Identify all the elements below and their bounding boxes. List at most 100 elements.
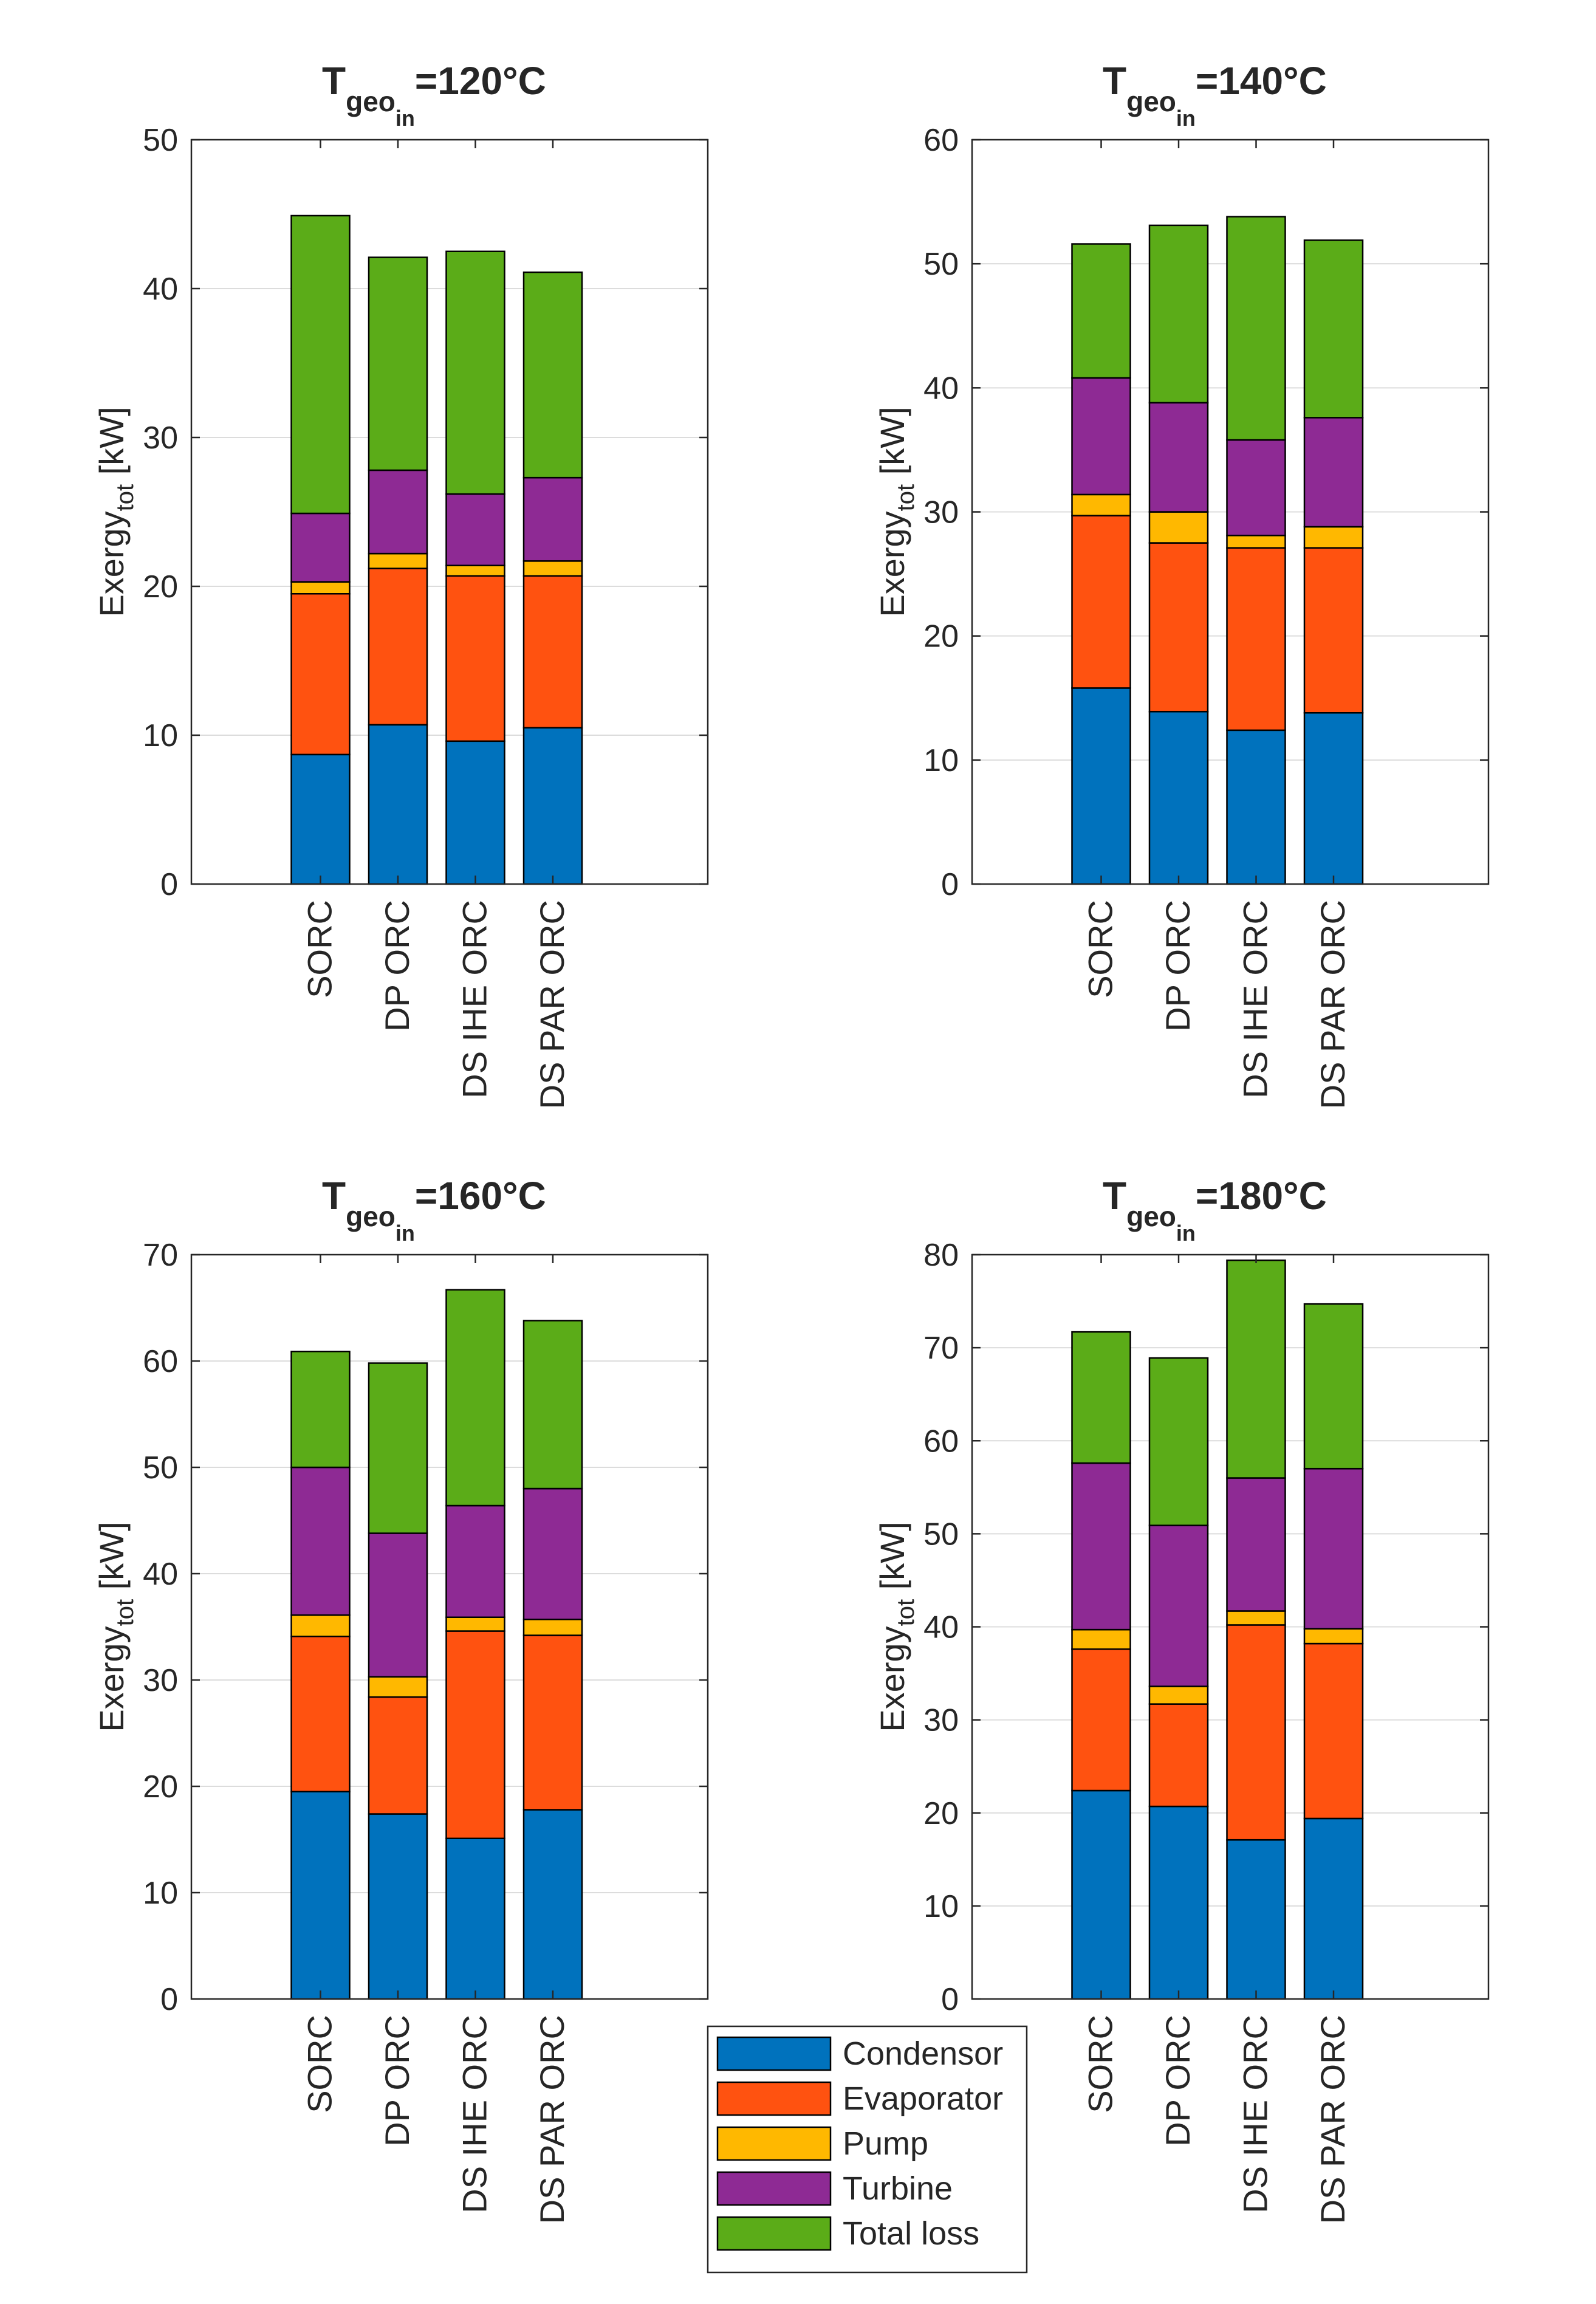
y-tick-label: 0 (160, 867, 178, 902)
bar-segment: Pump: 1.7 (1303, 526, 1364, 549)
y-tick-label: 30 (143, 420, 178, 456)
bar-segment: Total loss: 23.4 (1226, 1259, 1286, 1479)
x-tick-label: DP ORC (1159, 2015, 1197, 2147)
chart-title: Tgeoin=140°C (1103, 59, 1327, 131)
bar-segment: Total loss: 10.8 (1071, 243, 1131, 379)
y-tick-label: 20 (143, 1769, 178, 1805)
bar-segment: Total loss: 17.7 (1303, 1303, 1364, 1470)
bar-segment: Evaporator: 19.5 (445, 1630, 505, 1839)
bar-segment: Total loss: 18 (1148, 1357, 1209, 1526)
bar-segment: Total loss: 15.8 (522, 1320, 583, 1490)
bar-segment: Pump: 1.7 (1071, 493, 1131, 516)
bar-segment: Evaporator: 11 (1148, 1703, 1209, 1808)
bar-segment: Condensor: 10.7 (368, 724, 428, 885)
bar-segment: Condensor: 15.8 (1071, 687, 1131, 885)
bar-stack: Condensor: 8.7Evaporator: 10.8Pump: 0.8T… (290, 214, 351, 885)
bar-segment: Turbine: 4.6 (290, 512, 351, 583)
bar-segment: Turbine: 17.9 (1071, 1462, 1131, 1631)
legend-swatch (716, 2081, 832, 2116)
legend-item: Turbine (716, 2170, 953, 2207)
bar-segment: Pump: 1.3 (445, 1616, 505, 1632)
bar-segment: Pump: 2.5 (1148, 511, 1209, 544)
bar-segment: Evaporator: 16.4 (522, 1634, 583, 1811)
subplot-4: 01020304050607080Condensor: 22.4Evaporat… (873, 1174, 1490, 2224)
bar-segment: Turbine: 7.7 (1226, 439, 1286, 537)
subplot-1: 01020304050Condensor: 8.7Evaporator: 10.… (92, 59, 709, 1109)
y-tick-label: 10 (143, 1876, 178, 1911)
legend-label: Evaporator (843, 2080, 1003, 2117)
bar-segment: Pump: 1.5 (522, 1619, 583, 1636)
chart-title: Tgeoin=160°C (322, 1174, 546, 1246)
legend: Condensor Evaporator Pump Turbine Total loss (707, 2025, 1028, 2274)
bar-segment: Condensor: 13.9 (1148, 710, 1209, 885)
legend-item: Total loss (716, 2215, 979, 2252)
bar-segment: Turbine: 10.5 (445, 1504, 505, 1618)
bar-stack: Condensor: 10.7Evaporator: 10.5Pump: 1Tu… (368, 256, 428, 885)
bar-segment: Evaporator: 13.3 (1303, 547, 1364, 714)
bar-segment: Turbine: 8.8 (1303, 417, 1364, 528)
x-tick-label: DS PAR ORC (533, 900, 571, 1109)
bar-segment: Pump: 1.6 (1303, 1628, 1364, 1645)
bar-stack: Condensor: 17.4Evaporator: 11Pump: 1.9Tu… (368, 1362, 428, 2000)
bar-segment: Total loss: 13.8 (522, 271, 583, 479)
y-tick-label: 0 (941, 1982, 959, 2017)
bar-segment: Evaporator: 10.2 (522, 575, 583, 729)
y-axis-label: Exergytot [kW] (873, 406, 919, 617)
y-tick-label: 60 (923, 123, 959, 158)
y-tick-label: 20 (143, 569, 178, 605)
bar-stack: Condensor: 9.6Evaporator: 11.1Pump: 0.7T… (445, 250, 505, 885)
y-tick-label: 30 (143, 1663, 178, 1698)
bar-segment: Evaporator: 13.6 (1148, 542, 1209, 713)
bar-segment: Condensor: 22.4 (1071, 1789, 1131, 2000)
y-tick-label: 0 (160, 1982, 178, 2017)
bar-stack: Condensor: 17.8Evaporator: 16.4Pump: 1.5… (522, 1320, 583, 2000)
bar-segment: Condensor: 15.1 (445, 1837, 505, 2000)
bar-segment: Condensor: 19.4 (1303, 1817, 1364, 2000)
bar-segment: Condensor: 10.5 (522, 727, 583, 885)
x-tick-label: DP ORC (378, 900, 416, 1032)
y-tick-label: 30 (923, 1703, 959, 1738)
bar-segment: Evaporator: 10.8 (290, 593, 351, 756)
bar-segment: Pump: 1 (368, 552, 428, 569)
x-tick-label: DS IHE ORC (1236, 2015, 1275, 2213)
bar-segment: Condensor: 20.7 (1148, 1805, 1209, 2000)
bar-stack: Condensor: 19.5Evaporator: 14.6Pump: 2Tu… (290, 1351, 351, 2000)
bar-segment: Evaporator: 14.6 (290, 1636, 351, 1792)
bar-segment: Evaporator: 13.9 (1071, 515, 1131, 689)
bar-segment: Condensor: 17.4 (368, 1813, 428, 2000)
y-tick-label: 80 (923, 1238, 959, 1273)
legend-item: Condensor (716, 2035, 1003, 2072)
axes-frame (190, 139, 709, 885)
bar-segment: Total loss: 16 (368, 1362, 428, 1534)
legend-swatch (716, 2216, 832, 2251)
bar-segment: Total loss: 18 (1226, 216, 1286, 441)
bar-segment: Pump: 1 (1226, 535, 1286, 549)
bar-segment: Condensor: 17.1 (1226, 1839, 1286, 2000)
bar-stack: Condensor: 13.8Evaporator: 13.3Pump: 1.7… (1303, 239, 1364, 885)
bar-segment: Pump: 1.9 (1148, 1685, 1209, 1705)
y-tick-label: 60 (143, 1344, 178, 1379)
legend-item: Pump (716, 2125, 928, 2162)
y-tick-label: 50 (143, 1450, 178, 1486)
legend-label: Turbine (843, 2170, 953, 2207)
x-tick-label: SORC (301, 2015, 339, 2113)
legend-swatch (716, 2126, 832, 2161)
axes-frame (190, 1253, 709, 2000)
bar-segment: Evaporator: 14.7 (1226, 547, 1286, 732)
legend-label: Condensor (843, 2035, 1003, 2072)
bar-segment: Turbine: 5.6 (368, 469, 428, 555)
subplot-grid: 01020304050Condensor: 8.7Evaporator: 10.… (92, 59, 1490, 2224)
bar-segment: Evaporator: 10.5 (368, 567, 428, 726)
bar-stack: Condensor: 13.9Evaporator: 13.6Pump: 2.5… (1148, 224, 1209, 885)
bar-segment: Total loss: 14.3 (1148, 224, 1209, 404)
bar-segment: Pump: 0.7 (445, 564, 505, 577)
chart-title: Tgeoin=120°C (322, 59, 546, 131)
bar-segment: Condensor: 12.4 (1226, 729, 1286, 885)
bar-stack: Condensor: 17.1Evaporator: 23.1Pump: 1.5… (1226, 1259, 1286, 2000)
y-tick-label: 0 (941, 867, 959, 902)
y-tick-label: 10 (923, 743, 959, 778)
bar-segment: Condensor: 17.8 (522, 1809, 583, 2000)
legend-item: Evaporator (716, 2080, 1003, 2117)
y-axis-label: Exergytot [kW] (92, 1521, 139, 1732)
bar-segment: Condensor: 8.7 (290, 753, 351, 885)
